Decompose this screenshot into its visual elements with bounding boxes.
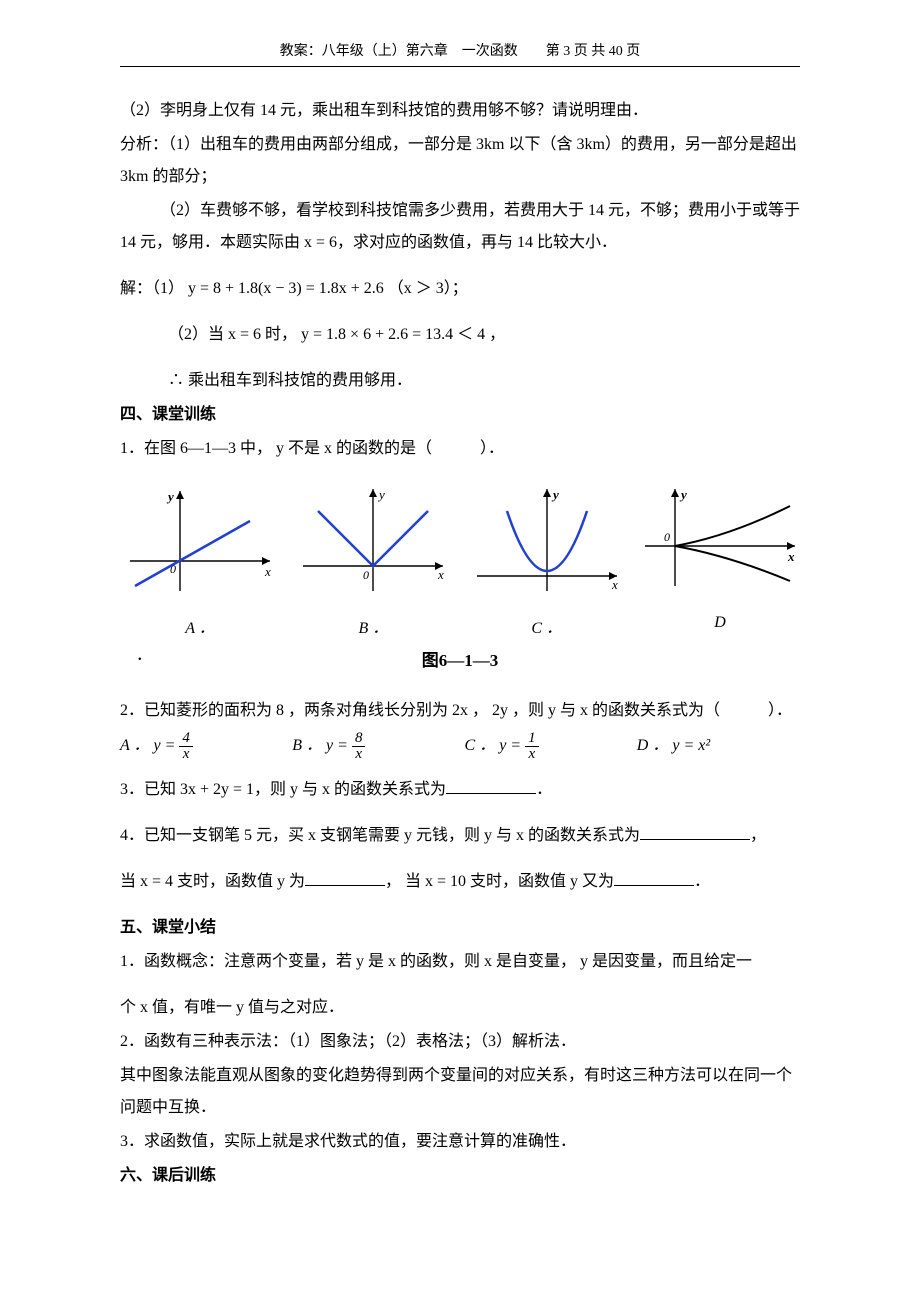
chart-curve-lower: [675, 546, 790, 581]
svg-text:0: 0: [363, 568, 369, 582]
chart-labels-row: A ． B ． C ． D: [120, 614, 800, 638]
blank: [640, 823, 750, 840]
options-row: A ． y = 4x B ． y = 8x C ． y = 1x D ． y =…: [120, 731, 800, 762]
paragraph: 分析：（1）出租车的费用由两部分组成，一部分是 3km 以下（含 3km）的费用…: [120, 129, 800, 193]
svg-text:0: 0: [664, 530, 670, 544]
question-3: 3．已知 3x + 2y = 1，则 y 与 x 的函数关系式为．: [120, 774, 800, 806]
chart-label-d: D: [640, 614, 800, 638]
option-b: B ． y = 8x: [292, 731, 455, 762]
question-4a: 4．已知一支钢笔 5 元，买 x 支钢笔需要 y 元钱，则 y 与 x 的函数关…: [120, 820, 800, 852]
solution-line: 解：（1） y = 8 + 1.8(x − 3) = 1.8x + 2.6 （x…: [120, 273, 800, 305]
chart-d: 0 x y: [640, 481, 800, 606]
summary-2a: 2．函数有三种表示法：（1）图象法；（2）表格法；（3）解析法．: [120, 1026, 800, 1058]
solution-line: ∴ 乘出租车到科技馆的费用够用．: [120, 365, 800, 397]
chart-label-a: A ．: [120, 614, 280, 638]
blank: [446, 777, 536, 794]
solution-line: （2）当 x = 6 时， y = 1.8 × 6 + 2.6 = 13.4 ＜…: [120, 319, 800, 351]
section-heading: 六、课后训练: [120, 1160, 800, 1192]
chart-curve-upper: [675, 506, 790, 546]
summary-2b: 其中图象法能直观从图象的变化趋势得到两个变量间的对应关系，有时这三种方法可以在同…: [120, 1060, 800, 1124]
section-heading: 五、课堂小结: [120, 912, 800, 944]
summary-3: 3．求函数值，实际上就是求代数式的值，要注意计算的准确性．: [120, 1126, 800, 1158]
blank: [614, 869, 694, 886]
paragraph: （2）车费够不够，看学校到科技馆需多少费用，若费用大于 14 元，不够；费用小于…: [120, 195, 800, 259]
option-a: A ． y = 4x: [120, 731, 283, 762]
svg-text:y: y: [551, 487, 559, 502]
option-d: D ． y = x²: [637, 731, 800, 762]
chart-label-c: C ．: [467, 614, 627, 638]
question-4b: 当 x = 4 支时，函数值 y 为， 当 x = 10 支时，函数值 y 又为…: [120, 866, 800, 898]
svg-text:x: x: [787, 549, 795, 564]
svg-text:x: x: [611, 577, 618, 592]
chart-d-svg: 0 x y: [640, 481, 800, 601]
x-axis-label: x: [264, 564, 271, 579]
chart-b-svg: 0 x y: [293, 481, 453, 601]
svg-text:y: y: [679, 487, 687, 502]
chart-b: 0 x y: [293, 481, 453, 606]
chart-label-b: B ．: [293, 614, 453, 638]
figure-caption: 图6—1—3: [120, 646, 800, 671]
chart-line: [135, 521, 250, 586]
chart-a-svg: 0 x y: [120, 481, 280, 601]
page-header: 教案：八年级（上）第六章 一次函数 第 3 页 共 40 页: [120, 40, 800, 67]
chart-a: 0 x y: [120, 481, 280, 606]
svg-text:y: y: [377, 487, 385, 502]
y-axis-label: y: [166, 489, 174, 504]
section-heading: 四、课堂训练: [120, 399, 800, 431]
question-2: 2．已知菱形的面积为 8 ，两条对角线长分别为 2x ， 2y ，则 y 与 x…: [120, 695, 800, 727]
option-c: C ． y = 1x: [465, 731, 628, 762]
chart-c: x y: [467, 481, 627, 606]
chart-c-svg: x y: [467, 481, 627, 601]
summary-1b: 个 x 值，有唯一 y 值与之对应．: [120, 992, 800, 1024]
page: 教案：八年级（上）第六章 一次函数 第 3 页 共 40 页 （2）李明身上仅有…: [0, 0, 920, 1302]
blank: [305, 869, 385, 886]
summary-1a: 1．函数概念：注意两个变量，若 y 是 x 的函数，则 x 是自变量， y 是因…: [120, 946, 800, 978]
charts-row: 0 x y 0 x y: [120, 481, 800, 606]
paragraph: （2）李明身上仅有 14 元，乘出租车到科技馆的费用够不够？请说明理由．: [120, 95, 800, 127]
question-1: 1．在图 6—1—3 中， y 不是 x 的函数的是（ ）．: [120, 433, 800, 465]
svg-text:x: x: [437, 567, 444, 582]
